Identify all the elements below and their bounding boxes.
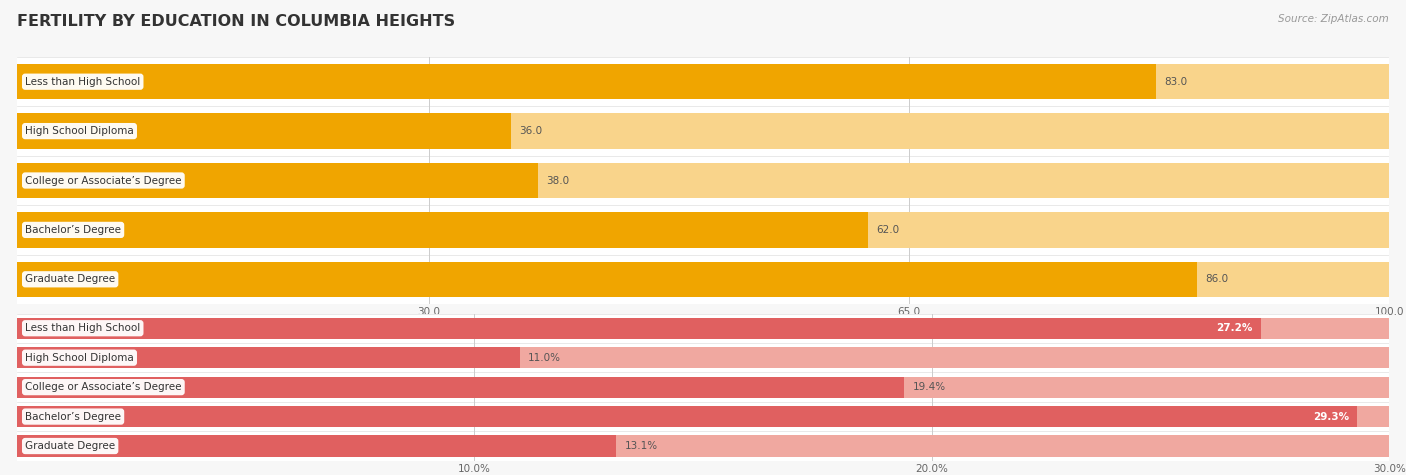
Text: Less than High School: Less than High School (25, 76, 141, 87)
Bar (17, 64, 1156, 99)
Bar (17, 372, 1389, 402)
Bar (17, 406, 1357, 427)
Text: 86.0: 86.0 (1205, 274, 1229, 285)
Text: 19.4%: 19.4% (912, 382, 946, 392)
Bar (17, 114, 1389, 149)
Bar (17, 318, 1261, 339)
Bar (17, 402, 1389, 431)
Bar (17, 57, 1389, 106)
Bar (17, 212, 868, 247)
Bar (17, 255, 1389, 304)
Bar (17, 64, 1389, 99)
Bar (17, 343, 1389, 372)
Bar (17, 106, 1389, 156)
Text: 38.0: 38.0 (547, 175, 569, 186)
Bar (17, 318, 1389, 339)
Bar (17, 347, 520, 368)
Bar (17, 406, 1389, 427)
Bar (17, 314, 1389, 343)
Bar (17, 377, 904, 398)
Bar (17, 436, 616, 456)
Bar (17, 163, 1389, 198)
Bar (17, 436, 1389, 456)
Text: 13.1%: 13.1% (624, 441, 658, 451)
Text: 36.0: 36.0 (519, 126, 543, 136)
Bar (17, 163, 538, 198)
Text: Source: ZipAtlas.com: Source: ZipAtlas.com (1278, 14, 1389, 24)
Text: Graduate Degree: Graduate Degree (25, 441, 115, 451)
Bar (17, 431, 1389, 461)
Text: 11.0%: 11.0% (529, 352, 561, 363)
Text: 62.0: 62.0 (876, 225, 898, 235)
Text: FERTILITY BY EDUCATION IN COLUMBIA HEIGHTS: FERTILITY BY EDUCATION IN COLUMBIA HEIGH… (17, 14, 456, 29)
Text: Less than High School: Less than High School (25, 323, 141, 333)
Bar (17, 114, 510, 149)
Bar (17, 262, 1389, 297)
Text: Bachelor’s Degree: Bachelor’s Degree (25, 411, 121, 422)
Text: College or Associate’s Degree: College or Associate’s Degree (25, 175, 181, 186)
Text: Bachelor’s Degree: Bachelor’s Degree (25, 225, 121, 235)
Text: 29.3%: 29.3% (1313, 411, 1348, 422)
Bar (17, 347, 1389, 368)
Bar (17, 212, 1389, 247)
Text: Graduate Degree: Graduate Degree (25, 274, 115, 285)
Bar (17, 205, 1389, 255)
Bar (17, 262, 1197, 297)
Bar (17, 156, 1389, 205)
Text: High School Diploma: High School Diploma (25, 126, 134, 136)
Text: High School Diploma: High School Diploma (25, 352, 134, 363)
Text: 27.2%: 27.2% (1216, 323, 1253, 333)
Text: College or Associate’s Degree: College or Associate’s Degree (25, 382, 181, 392)
Text: 83.0: 83.0 (1164, 76, 1187, 87)
Bar (17, 377, 1389, 398)
